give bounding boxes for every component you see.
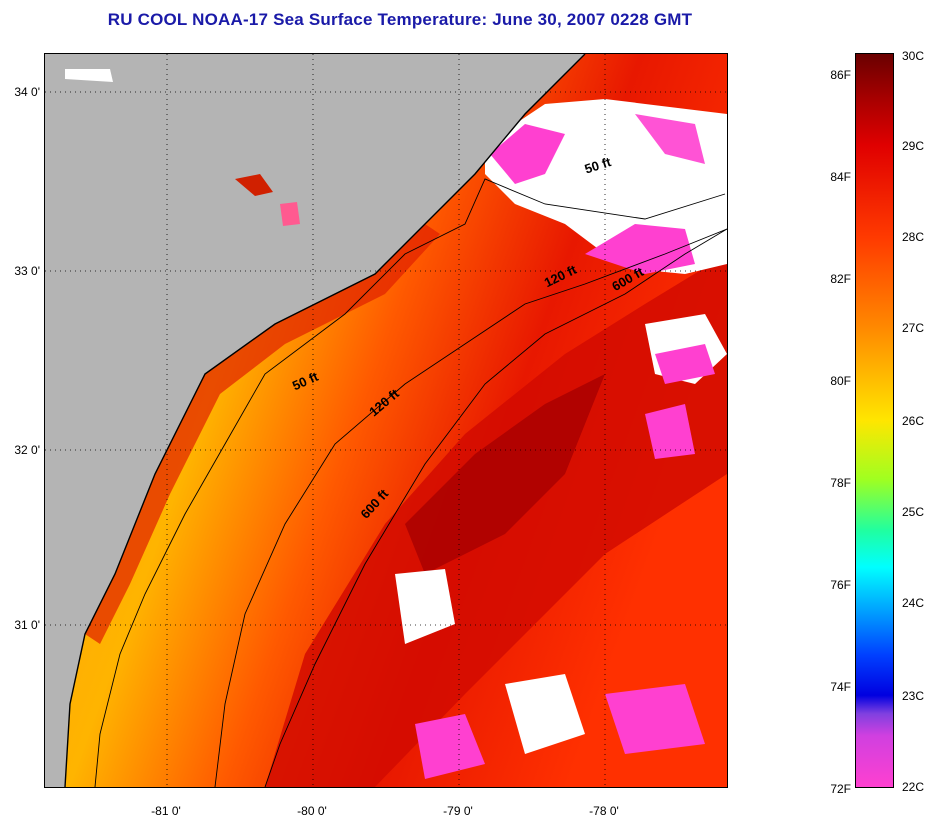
colorbar-label-78f: 78F	[830, 476, 851, 490]
cold-patch-se-2	[645, 404, 695, 459]
colorbar-label-27c: 27C	[902, 321, 925, 335]
colorbar-label-82f: 82F	[830, 272, 851, 286]
map-title: RU COOL NOAA-17 Sea Surface Temperature:…	[107, 10, 693, 29]
longitude-label-78: -78 0'	[589, 804, 619, 818]
colorbar-label-25c: 25C	[902, 505, 925, 519]
longitude-label-79: -79 0'	[443, 804, 473, 818]
cold-water-north	[490, 124, 565, 184]
inland-feature-white	[65, 69, 113, 82]
ocean-area	[65, 54, 727, 787]
graticule	[45, 54, 727, 787]
cold-patch-south	[415, 714, 485, 779]
cold-water-north-2	[585, 224, 695, 274]
colorbar-label-26c: 26C	[902, 414, 925, 428]
latitude-label-33: 33 0'	[14, 264, 40, 278]
colorbar-label-72f: 72F	[830, 782, 851, 796]
temperature-colorbar	[855, 53, 894, 788]
inland-lake	[235, 174, 273, 196]
nearshore-warm-band	[85, 224, 440, 644]
longitude-label-80: -80 0'	[297, 804, 327, 818]
sst-map-canvas	[45, 54, 727, 787]
cold-water-north-3	[635, 114, 705, 164]
colorbar-label-23c: 23C	[902, 689, 925, 703]
land-area	[45, 54, 585, 787]
contour-600ft	[264, 228, 727, 787]
latitude-label-31: 31 0'	[14, 618, 40, 632]
sst-map[interactable]: 50 ft 120 ft 600 ft 50 ft 120 ft 600 ft	[44, 53, 728, 788]
latitude-label-32: 32 0'	[14, 443, 40, 457]
colorbar-label-22c: 22C	[902, 780, 925, 794]
contour-50ft	[94, 178, 726, 787]
colorbar-label-24c: 24C	[902, 596, 925, 610]
colorbar-label-74f: 74F	[830, 680, 851, 694]
longitude-label-81: -81 0'	[151, 804, 181, 818]
cloud-patch-se	[505, 674, 585, 754]
colorbar-label-28c: 28C	[902, 230, 925, 244]
colorbar-label-76f: 76F	[830, 578, 851, 592]
colorbar-label-29c: 29C	[902, 139, 925, 153]
colorbar-label-86f: 86F	[830, 68, 851, 82]
gulf-stream-dark	[405, 374, 605, 574]
coastline	[64, 54, 586, 787]
colorbar-label-30c: 30C	[902, 49, 925, 63]
colorbar-label-84f: 84F	[830, 170, 851, 184]
contour-120ft	[214, 228, 727, 787]
cold-patch-east	[655, 344, 715, 384]
latitude-label-34: 34 0'	[14, 85, 40, 99]
inland-lake-2	[280, 202, 300, 226]
cold-patch-se	[605, 684, 705, 754]
colorbar-label-80f: 80F	[830, 374, 851, 388]
